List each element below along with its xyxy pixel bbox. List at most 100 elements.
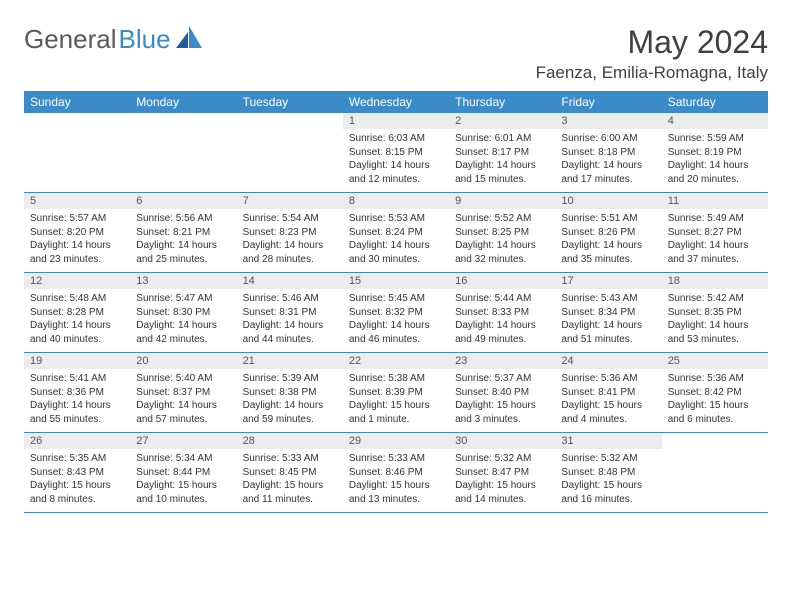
- day-number: 4: [662, 113, 768, 129]
- sunrise-text: Sunrise: 5:38 AM: [349, 372, 443, 386]
- day-body: Sunrise: 5:32 AMSunset: 8:47 PMDaylight:…: [449, 449, 555, 512]
- day-body: Sunrise: 6:01 AMSunset: 8:17 PMDaylight:…: [449, 129, 555, 192]
- calendar-cell: [237, 113, 343, 193]
- calendar-cell: 12Sunrise: 5:48 AMSunset: 8:28 PMDayligh…: [24, 273, 130, 353]
- sunset-text: Sunset: 8:18 PM: [561, 146, 655, 160]
- logo: GeneralBlue: [24, 24, 202, 55]
- day-number: 14: [237, 273, 343, 289]
- day-body: Sunrise: 5:42 AMSunset: 8:35 PMDaylight:…: [662, 289, 768, 352]
- day-number: [24, 113, 130, 129]
- day-number: 25: [662, 353, 768, 369]
- day-number: 28: [237, 433, 343, 449]
- sunrise-text: Sunrise: 5:36 AM: [668, 372, 762, 386]
- day-number: 16: [449, 273, 555, 289]
- calendar-cell: 9Sunrise: 5:52 AMSunset: 8:25 PMDaylight…: [449, 193, 555, 273]
- logo-text-blue: Blue: [119, 24, 171, 55]
- sunrise-text: Sunrise: 5:32 AM: [561, 452, 655, 466]
- day-number: 12: [24, 273, 130, 289]
- sunrise-text: Sunrise: 6:03 AM: [349, 132, 443, 146]
- day-number: [662, 433, 768, 449]
- daylight-text: Daylight: 14 hours and 15 minutes.: [455, 159, 549, 186]
- daylight-text: Daylight: 14 hours and 30 minutes.: [349, 239, 443, 266]
- calendar-cell: 13Sunrise: 5:47 AMSunset: 8:30 PMDayligh…: [130, 273, 236, 353]
- calendar-cell: 22Sunrise: 5:38 AMSunset: 8:39 PMDayligh…: [343, 353, 449, 433]
- daylight-text: Daylight: 14 hours and 53 minutes.: [668, 319, 762, 346]
- calendar-body: 1Sunrise: 6:03 AMSunset: 8:15 PMDaylight…: [24, 113, 768, 513]
- day-body: Sunrise: 6:00 AMSunset: 8:18 PMDaylight:…: [555, 129, 661, 192]
- sunrise-text: Sunrise: 5:33 AM: [349, 452, 443, 466]
- calendar-cell: 8Sunrise: 5:53 AMSunset: 8:24 PMDaylight…: [343, 193, 449, 273]
- day-body: Sunrise: 5:56 AMSunset: 8:21 PMDaylight:…: [130, 209, 236, 272]
- day-body: [130, 129, 236, 189]
- sunset-text: Sunset: 8:23 PM: [243, 226, 337, 240]
- calendar-cell: 10Sunrise: 5:51 AMSunset: 8:26 PMDayligh…: [555, 193, 661, 273]
- weekday-thursday: Thursday: [449, 91, 555, 113]
- calendar-header: Sunday Monday Tuesday Wednesday Thursday…: [24, 91, 768, 113]
- calendar-cell: 7Sunrise: 5:54 AMSunset: 8:23 PMDaylight…: [237, 193, 343, 273]
- sunset-text: Sunset: 8:19 PM: [668, 146, 762, 160]
- day-number: 18: [662, 273, 768, 289]
- day-body: Sunrise: 5:32 AMSunset: 8:48 PMDaylight:…: [555, 449, 661, 512]
- day-number: 13: [130, 273, 236, 289]
- day-number: 17: [555, 273, 661, 289]
- day-body: Sunrise: 6:03 AMSunset: 8:15 PMDaylight:…: [343, 129, 449, 192]
- sunrise-text: Sunrise: 5:59 AM: [668, 132, 762, 146]
- calendar-cell: 30Sunrise: 5:32 AMSunset: 8:47 PMDayligh…: [449, 433, 555, 513]
- calendar-cell: 3Sunrise: 6:00 AMSunset: 8:18 PMDaylight…: [555, 113, 661, 193]
- sunrise-text: Sunrise: 5:47 AM: [136, 292, 230, 306]
- calendar-cell: 27Sunrise: 5:34 AMSunset: 8:44 PMDayligh…: [130, 433, 236, 513]
- calendar-week: 5Sunrise: 5:57 AMSunset: 8:20 PMDaylight…: [24, 193, 768, 273]
- sunrise-text: Sunrise: 5:39 AM: [243, 372, 337, 386]
- sunset-text: Sunset: 8:42 PM: [668, 386, 762, 400]
- daylight-text: Daylight: 14 hours and 46 minutes.: [349, 319, 443, 346]
- day-body: Sunrise: 5:45 AMSunset: 8:32 PMDaylight:…: [343, 289, 449, 352]
- sunrise-text: Sunrise: 5:56 AM: [136, 212, 230, 226]
- calendar-week: 1Sunrise: 6:03 AMSunset: 8:15 PMDaylight…: [24, 113, 768, 193]
- daylight-text: Daylight: 15 hours and 1 minute.: [349, 399, 443, 426]
- sunset-text: Sunset: 8:40 PM: [455, 386, 549, 400]
- day-number: 22: [343, 353, 449, 369]
- day-body: Sunrise: 5:46 AMSunset: 8:31 PMDaylight:…: [237, 289, 343, 352]
- sunrise-text: Sunrise: 5:33 AM: [243, 452, 337, 466]
- sunset-text: Sunset: 8:38 PM: [243, 386, 337, 400]
- day-number: 19: [24, 353, 130, 369]
- daylight-text: Daylight: 14 hours and 59 minutes.: [243, 399, 337, 426]
- day-body: [662, 449, 768, 509]
- day-body: Sunrise: 5:48 AMSunset: 8:28 PMDaylight:…: [24, 289, 130, 352]
- daylight-text: Daylight: 15 hours and 16 minutes.: [561, 479, 655, 506]
- day-body: Sunrise: 5:54 AMSunset: 8:23 PMDaylight:…: [237, 209, 343, 272]
- calendar-cell: 28Sunrise: 5:33 AMSunset: 8:45 PMDayligh…: [237, 433, 343, 513]
- day-body: Sunrise: 5:47 AMSunset: 8:30 PMDaylight:…: [130, 289, 236, 352]
- sunset-text: Sunset: 8:43 PM: [30, 466, 124, 480]
- calendar-cell: 14Sunrise: 5:46 AMSunset: 8:31 PMDayligh…: [237, 273, 343, 353]
- day-number: 2: [449, 113, 555, 129]
- calendar-cell: [662, 433, 768, 513]
- sunset-text: Sunset: 8:31 PM: [243, 306, 337, 320]
- calendar-cell: 17Sunrise: 5:43 AMSunset: 8:34 PMDayligh…: [555, 273, 661, 353]
- calendar-cell: 6Sunrise: 5:56 AMSunset: 8:21 PMDaylight…: [130, 193, 236, 273]
- day-number: 26: [24, 433, 130, 449]
- sunset-text: Sunset: 8:21 PM: [136, 226, 230, 240]
- calendar-cell: 15Sunrise: 5:45 AMSunset: 8:32 PMDayligh…: [343, 273, 449, 353]
- month-title: May 2024: [627, 24, 768, 61]
- daylight-text: Daylight: 14 hours and 23 minutes.: [30, 239, 124, 266]
- day-number: 20: [130, 353, 236, 369]
- day-body: Sunrise: 5:35 AMSunset: 8:43 PMDaylight:…: [24, 449, 130, 512]
- sunrise-text: Sunrise: 5:37 AM: [455, 372, 549, 386]
- day-number: 5: [24, 193, 130, 209]
- sunrise-text: Sunrise: 5:48 AM: [30, 292, 124, 306]
- sunrise-text: Sunrise: 5:57 AM: [30, 212, 124, 226]
- weekday-monday: Monday: [130, 91, 236, 113]
- sunrise-text: Sunrise: 5:42 AM: [668, 292, 762, 306]
- day-body: Sunrise: 5:52 AMSunset: 8:25 PMDaylight:…: [449, 209, 555, 272]
- daylight-text: Daylight: 15 hours and 13 minutes.: [349, 479, 443, 506]
- sunrise-text: Sunrise: 5:45 AM: [349, 292, 443, 306]
- sunset-text: Sunset: 8:27 PM: [668, 226, 762, 240]
- day-body: Sunrise: 5:37 AMSunset: 8:40 PMDaylight:…: [449, 369, 555, 432]
- day-body: Sunrise: 5:36 AMSunset: 8:41 PMDaylight:…: [555, 369, 661, 432]
- calendar-cell: 2Sunrise: 6:01 AMSunset: 8:17 PMDaylight…: [449, 113, 555, 193]
- daylight-text: Daylight: 15 hours and 10 minutes.: [136, 479, 230, 506]
- sunset-text: Sunset: 8:24 PM: [349, 226, 443, 240]
- day-number: 3: [555, 113, 661, 129]
- calendar-week: 19Sunrise: 5:41 AMSunset: 8:36 PMDayligh…: [24, 353, 768, 433]
